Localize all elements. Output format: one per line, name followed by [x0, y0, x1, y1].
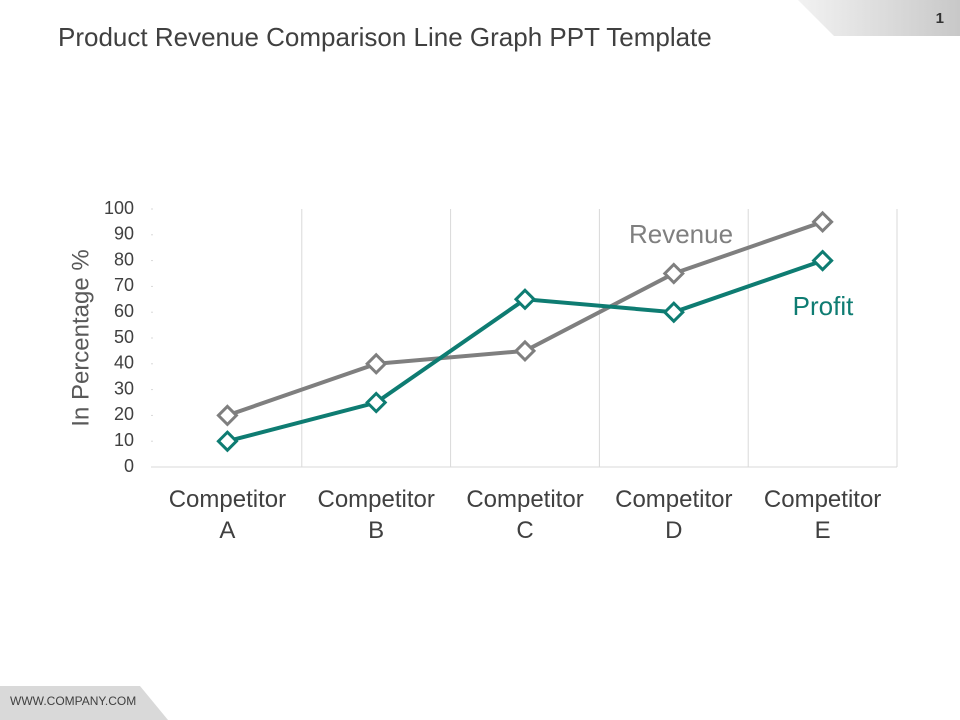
marker: [365, 391, 388, 414]
x-tick-label: Competitor E: [763, 486, 882, 544]
marker: [811, 210, 834, 234]
page-number: 1: [936, 10, 944, 27]
x-tick-label: Competitor B: [317, 486, 435, 544]
y-tick-label: 60: [114, 301, 134, 321]
marker: [365, 352, 388, 375]
chart-title: Product Revenue Comparison Line Graph PP…: [58, 22, 712, 52]
series-label: Profit: [793, 291, 854, 321]
series-line: [226, 220, 824, 418]
y-tick-label: 90: [114, 224, 134, 244]
y-tick-label: 100: [104, 198, 134, 218]
marker: [513, 288, 537, 311]
marker: [662, 301, 685, 324]
marker: [216, 430, 239, 453]
corner-shape: [798, 0, 960, 36]
y-tick-label: 20: [114, 404, 134, 424]
y-tick-label: 30: [114, 378, 134, 398]
y-tick-label: 70: [114, 275, 134, 295]
marker: [513, 339, 537, 363]
y-tick-label: 0: [124, 456, 134, 476]
y-tick-label: 50: [114, 327, 134, 347]
y-tick-label: 80: [114, 249, 134, 269]
x-tick-label: Competitor C: [466, 486, 584, 544]
footer-text: WWW.COMPANY.COM: [10, 694, 136, 708]
y-axis-label: In Percentage %: [67, 249, 94, 426]
series-label: Revenue: [629, 219, 733, 249]
y-tick-label: 10: [114, 430, 134, 450]
x-tick-label: Competitor A: [168, 486, 287, 544]
marker: [811, 249, 834, 272]
y-tick-label: 40: [114, 353, 134, 373]
x-tick-label: Competitor D: [615, 486, 733, 544]
marker: [216, 404, 239, 427]
footer-shape: [0, 686, 168, 720]
marker: [662, 262, 685, 285]
